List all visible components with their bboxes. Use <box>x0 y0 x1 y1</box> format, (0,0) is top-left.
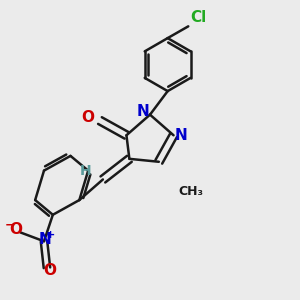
Text: H: H <box>80 164 91 178</box>
Text: −: − <box>5 219 15 232</box>
Text: O: O <box>10 222 22 237</box>
Text: N: N <box>136 104 149 119</box>
Text: +: + <box>46 230 55 240</box>
Text: O: O <box>44 263 56 278</box>
Text: N: N <box>175 128 187 143</box>
Text: O: O <box>82 110 95 125</box>
Text: CH₃: CH₃ <box>178 185 203 198</box>
Text: N: N <box>39 232 52 247</box>
Text: Cl: Cl <box>190 10 206 25</box>
